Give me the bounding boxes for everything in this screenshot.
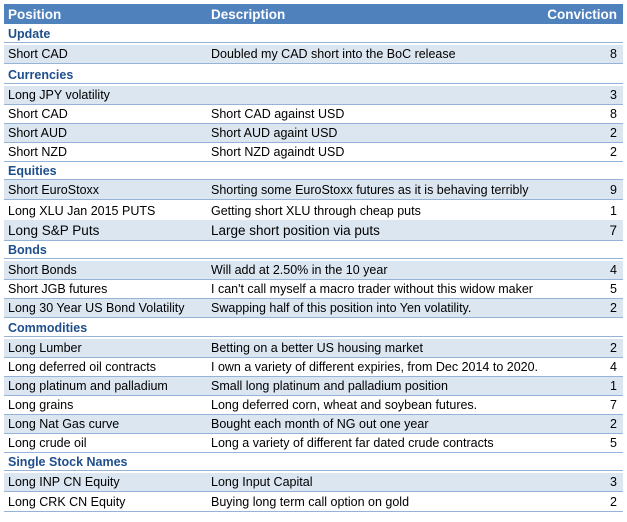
cell-description: Buying long term call option on gold xyxy=(211,495,410,509)
cell-description: I own a variety of different expiries, f… xyxy=(211,360,539,374)
section-header: Currencies xyxy=(4,66,623,84)
table-row: Long 30 Year US Bond Volatility Swapping … xyxy=(4,299,623,318)
cell-description: Small long platinum and palladium positi… xyxy=(211,379,448,393)
cell-conviction: 9 xyxy=(610,182,617,197)
table-row: Long XLU Jan 2015 PUTS Getting short XLU … xyxy=(4,202,623,221)
cell-position: Short CAD xyxy=(8,47,68,61)
cell-conviction: 1 xyxy=(610,379,617,393)
cell-position: Long deferred oil contracts xyxy=(8,360,157,374)
cell-description: Long Input Capital xyxy=(211,475,313,489)
table-row: Long JPY volatility 3 xyxy=(4,86,623,105)
cell-position: Long 30 Year US Bond Volatility xyxy=(8,301,185,315)
cell-position: Long Nat Gas curve xyxy=(8,417,120,431)
cell-position: Short EuroStoxx xyxy=(8,182,100,197)
cell-position: Short NZD xyxy=(8,145,68,159)
cell-description: Getting short XLU through cheap puts xyxy=(211,204,421,218)
table-row: Long platinum and palladium Small long pl… xyxy=(4,377,623,396)
cell-description: Large short position via puts xyxy=(211,222,380,238)
table-row: Long Nat Gas curve Bought each month of N… xyxy=(4,415,623,434)
cell-conviction: 3 xyxy=(610,475,617,489)
table-row: Long Lumber Betting on a better US housin… xyxy=(4,339,623,358)
cell-conviction: 2 xyxy=(610,126,617,140)
table-row: Short JGB futures I can't call myself a m… xyxy=(4,280,623,299)
cell-description: Long deferred corn, wheat and soybean fu… xyxy=(211,398,478,412)
cell-position: Long Lumber xyxy=(8,341,82,355)
table-row: Short CAD Doubled my CAD short into the B… xyxy=(4,45,623,64)
cell-conviction: 5 xyxy=(610,282,617,296)
header-conviction: Conviction xyxy=(547,6,617,22)
cell-position: Long grains xyxy=(8,398,74,412)
cell-description: Short NZD againdt USD xyxy=(211,145,345,159)
cell-position: Short AUD xyxy=(8,126,68,140)
cell-position: Long S&P Puts xyxy=(8,222,100,238)
cell-description: I can't call myself a macro trader witho… xyxy=(211,282,533,296)
section-title: Currencies xyxy=(8,67,74,82)
section-title: Update xyxy=(8,26,51,41)
cell-description: Bought each month of NG out one year xyxy=(211,417,429,431)
cell-description: Doubled my CAD short into the BoC releas… xyxy=(211,47,456,61)
section-header: Bonds xyxy=(4,241,623,259)
table-row: Long crude oil Long a variety of differen… xyxy=(4,434,623,453)
table-row: Short EuroStoxx Shorting some EuroStoxx f… xyxy=(4,180,623,200)
cell-conviction: 2 xyxy=(610,341,617,355)
cell-conviction: 7 xyxy=(610,398,617,412)
section-title: Bonds xyxy=(8,242,47,257)
header-description: Description xyxy=(211,6,286,22)
table-row: Long grains Long deferred corn, wheat and… xyxy=(4,396,623,415)
table-row: Long CRK CN Equity Buying long term call … xyxy=(4,493,623,512)
cell-position: Short CAD xyxy=(8,107,68,121)
section-header: Single Stock Names xyxy=(4,453,623,471)
cell-description: Betting on a better US housing market xyxy=(211,341,423,355)
section-title: Commodities xyxy=(8,320,88,335)
cell-conviction: 2 xyxy=(610,301,617,315)
cell-conviction: 2 xyxy=(610,417,617,431)
cell-conviction: 3 xyxy=(610,88,617,102)
table-row: Long deferred oil contracts I own a varie… xyxy=(4,358,623,377)
table-row: Short Bonds Will add at 2.50% in the 10 y… xyxy=(4,261,623,280)
table-row: Short AUD Short AUD againt USD 2 xyxy=(4,124,623,143)
cell-description: Short AUD againt USD xyxy=(211,126,338,140)
cell-conviction: 4 xyxy=(610,360,617,374)
cell-conviction: 8 xyxy=(610,47,617,61)
cell-conviction: 2 xyxy=(610,145,617,159)
cell-conviction: 1 xyxy=(610,204,617,218)
cell-position: Long CRK CN Equity xyxy=(8,495,126,509)
cell-position: Long JPY volatility xyxy=(8,88,110,102)
section-header: Commodities xyxy=(4,319,623,337)
table-row: Short CAD Short CAD against USD 8 xyxy=(4,105,623,124)
cell-description: Short CAD against USD xyxy=(211,107,345,121)
cell-position: Short JGB futures xyxy=(8,282,108,296)
cell-position: Long crude oil xyxy=(8,436,87,450)
cell-conviction: 2 xyxy=(610,495,617,509)
cell-description: Will add at 2.50% in the 10 year xyxy=(211,263,388,277)
cell-description: Swapping half of this position into Yen … xyxy=(211,301,472,315)
section-title: Single Stock Names xyxy=(8,454,128,469)
cell-conviction: 5 xyxy=(610,436,617,450)
cell-conviction: 4 xyxy=(610,263,617,277)
cell-position: Long XLU Jan 2015 PUTS xyxy=(8,204,156,218)
table-header: Position Description Conviction xyxy=(4,4,623,24)
cell-position: Long INP CN Equity xyxy=(8,475,120,489)
cell-position: Short Bonds xyxy=(8,263,77,277)
table-row: Long INP CN Equity Long Input Capital 3 xyxy=(4,473,623,492)
cell-conviction: 7 xyxy=(609,222,617,238)
table-row: Long S&P Puts Large short position via pu… xyxy=(4,220,623,241)
section-title: Equities xyxy=(8,163,57,178)
section-header: Update xyxy=(4,25,623,43)
table-row: Short NZD Short NZD againdt USD 2 xyxy=(4,143,623,162)
cell-conviction: 8 xyxy=(610,107,617,121)
cell-description: Shorting some EuroStoxx futures as it is… xyxy=(211,182,529,197)
section-header: Equities xyxy=(4,162,623,180)
cell-position: Long platinum and palladium xyxy=(8,379,168,393)
cell-description: Long a variety of different far dated cr… xyxy=(211,436,494,450)
header-position: Position xyxy=(8,6,62,22)
